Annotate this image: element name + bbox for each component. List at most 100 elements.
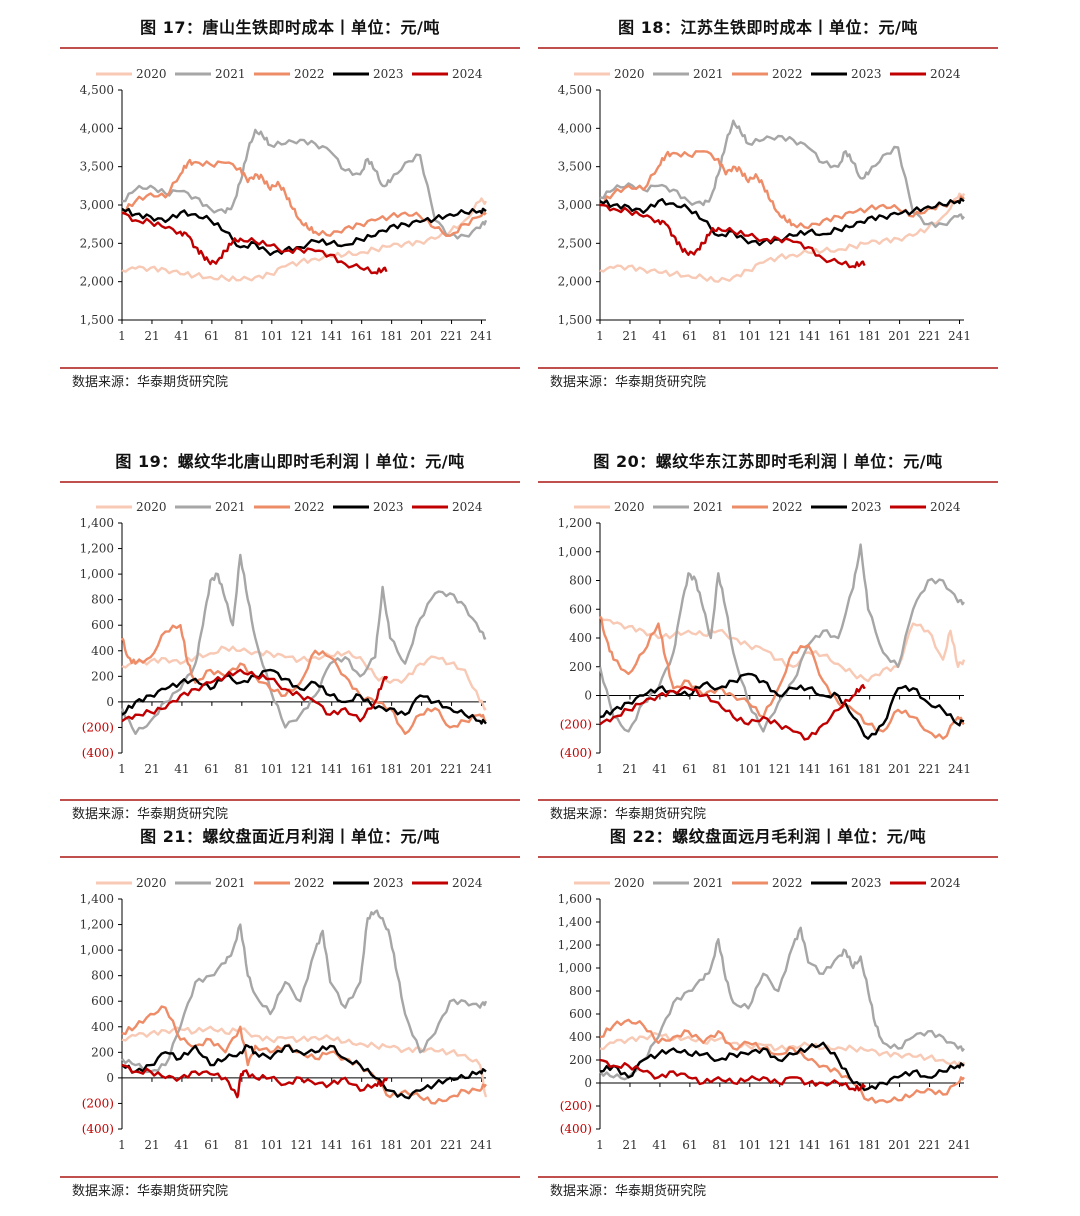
x-tick-label: 201 [410,1138,433,1152]
x-tick-label: 141 [320,329,343,343]
x-tick-label: 221 [440,1138,463,1152]
x-tick-label: 121 [290,329,313,343]
y-tick-label: 1,600 [558,892,592,906]
y-tick-label: 0 [106,695,114,709]
legend-label: 2023 [851,876,882,890]
title-rule [60,47,520,49]
legend-label: 2021 [693,876,724,890]
x-tick-label: 1 [596,329,604,343]
x-tick-label: 61 [682,762,697,776]
y-tick-label: 1,200 [558,938,592,952]
y-tick-label: 1,200 [558,516,592,530]
legend-label: 2021 [215,67,246,81]
x-tick-label: 241 [948,762,971,776]
y-tick-label: 400 [91,1020,114,1034]
x-tick-label: 61 [682,329,697,343]
series-line-2022 [599,150,965,230]
title-rule [60,856,520,858]
chart-title: 图 21：螺纹盘面近月利润丨单位：元/吨 [140,827,440,846]
x-tick-label: 41 [652,762,667,776]
x-tick-label: 101 [260,1138,283,1152]
y-tick-label: 600 [91,994,114,1008]
x-tick-label: 101 [738,762,761,776]
x-tick-label: 181 [858,329,881,343]
x-tick-label: 1 [118,1138,126,1152]
x-tick-label: 121 [768,762,791,776]
x-tick-label: 241 [948,1138,971,1152]
chart-legend: 2020 2021 2022 2023 2024 [96,876,483,890]
legend-label: 2024 [930,876,961,890]
source-rule [60,799,520,801]
series-line-2023 [599,672,965,740]
y-tick-label: 1,400 [80,516,114,530]
legend-label: 2022 [294,500,325,514]
source-rule [60,367,520,369]
y-tick-label: 600 [569,1007,592,1021]
series-line-2021 [121,909,488,1074]
x-tick-label: 161 [828,1138,851,1152]
source-note: 数据来源：华泰期货研究院 [550,1184,707,1199]
x-tick-label: 221 [918,762,941,776]
x-tick-label: 221 [440,329,463,343]
y-tick-label: 2,000 [80,275,114,289]
x-tick-label: 21 [144,762,159,776]
line-chart: 2020 2021 2022 2023 2024 4,500 4,000 3,500 3,000… [80,67,493,343]
y-tick-label: 1,000 [558,961,592,975]
x-tick-label: 21 [144,1138,159,1152]
series-line-2021 [121,128,488,240]
legend-label: 2020 [136,876,167,890]
x-tick-label: 1 [118,762,126,776]
series-line-2021 [598,543,965,733]
x-tick-label: 81 [712,762,727,776]
x-tick-label: 221 [440,762,463,776]
x-tick-label: 41 [652,1138,667,1152]
y-tick-label: 0 [584,689,592,703]
x-tick-label: 41 [174,329,189,343]
x-tick-label: 21 [622,762,637,776]
x-tick-label: 241 [470,329,493,343]
title-rule [538,47,998,49]
series-line-2022 [120,624,487,735]
legend-label: 2020 [136,67,167,81]
y-tick-label: 600 [91,618,114,632]
legend-label: 2021 [693,67,724,81]
series-line-2023 [121,207,487,256]
x-tick-label: 221 [918,1138,941,1152]
x-tick-label: 1 [596,1138,604,1152]
x-tick-label: 101 [738,329,761,343]
x-tick-label: 21 [144,329,159,343]
x-tick-label: 121 [768,329,791,343]
x-tick-label: 81 [712,329,727,343]
series-line-2024 [121,668,389,723]
x-tick-label: 61 [682,1138,697,1152]
y-tick-label: (400) [82,1122,114,1136]
chart-legend: 2020 2021 2022 2023 2024 [574,876,961,890]
x-tick-label: 141 [320,1138,343,1152]
x-tick-label: 1 [596,762,604,776]
series-line-2024 [599,1058,867,1092]
series-line-2020 [121,197,488,282]
legend-label: 2023 [373,876,404,890]
x-tick-label: 141 [798,329,821,343]
source-note: 数据来源：华泰期货研究院 [550,375,707,390]
legend-label: 2022 [772,67,803,81]
series-line-2023 [121,668,487,725]
y-tick-label: 200 [569,1053,592,1067]
y-tick-label: 1,500 [558,313,592,327]
source-rule [60,1176,520,1178]
legend-label: 2024 [452,67,483,81]
y-tick-label: 600 [569,602,592,616]
series-line-2020 [121,645,487,711]
legend-label: 2024 [452,500,483,514]
legend-label: 2022 [772,500,803,514]
legend-label: 2023 [373,67,404,81]
x-tick-label: 121 [290,1138,313,1152]
x-tick-label: 161 [350,329,373,343]
x-tick-label: 81 [234,762,249,776]
legend-label: 2020 [614,876,645,890]
source-note: 数据来源：华泰期货研究院 [72,375,229,390]
source-note: 数据来源：华泰期货研究院 [550,807,707,822]
x-tick-label: 181 [380,762,403,776]
legend-label: 2021 [693,500,724,514]
legend-label: 2023 [373,500,404,514]
